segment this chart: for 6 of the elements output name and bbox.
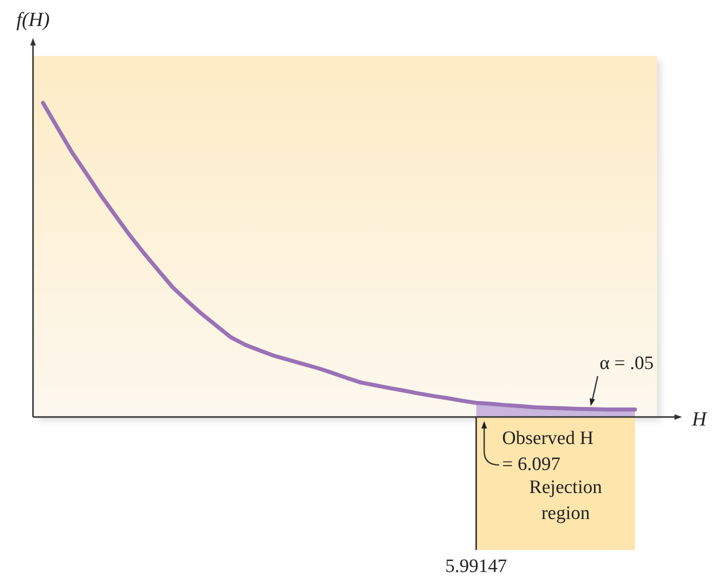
- annotation: α = .05: [600, 353, 654, 374]
- y-axis-title: f(H): [16, 9, 50, 31]
- text: Observed H = 6.097: [502, 428, 594, 475]
- x-axis-title: H: [691, 408, 708, 430]
- text: 5.99147: [445, 556, 508, 577]
- text: Rejection region: [529, 476, 602, 524]
